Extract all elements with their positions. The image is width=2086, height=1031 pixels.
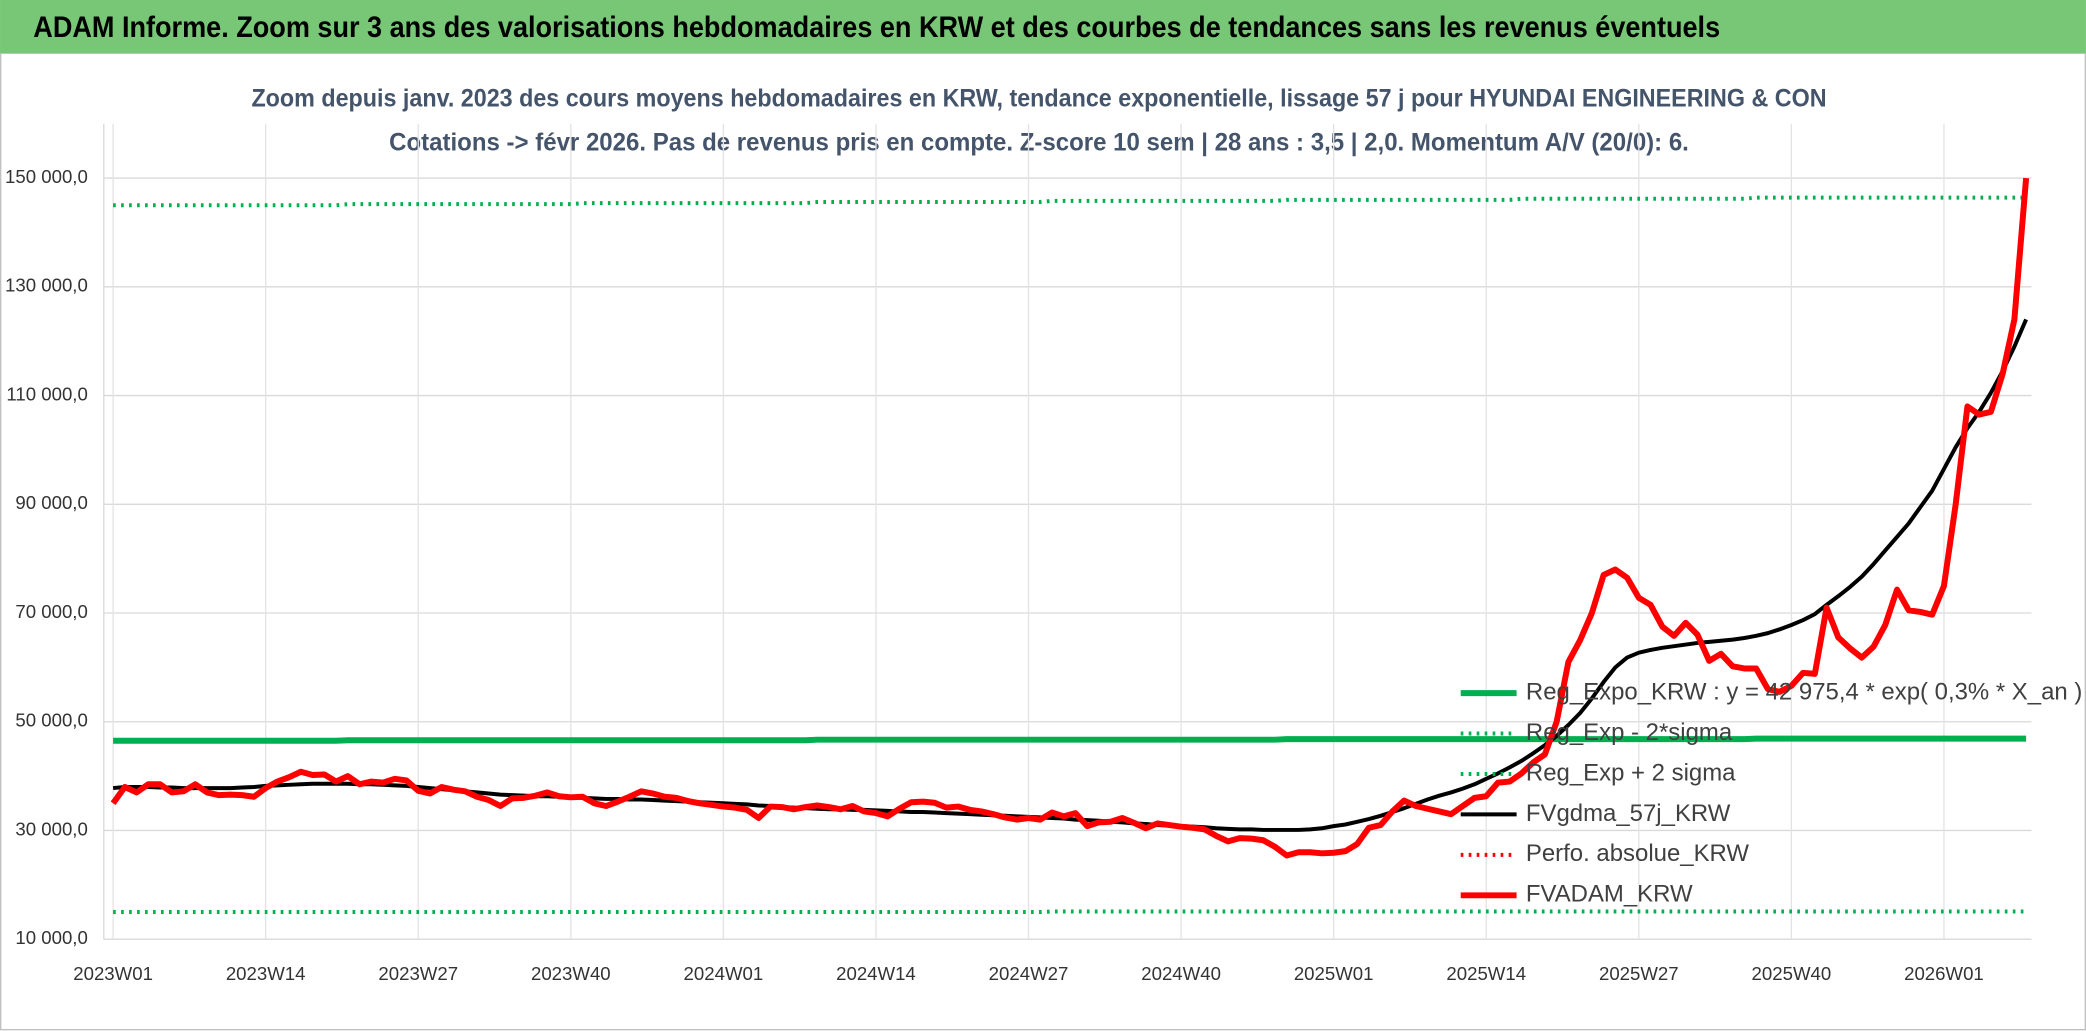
- chart-subtitle: Cotations -> févr 2026. Pas de revenus p…: [389, 128, 1689, 156]
- series-line: [113, 735, 2027, 744]
- y-tick-label: 50 000,0: [15, 710, 87, 731]
- y-tick-label: 70 000,0: [15, 601, 87, 622]
- x-tick-label: 2024W40: [1141, 963, 1221, 984]
- x-tick-label: 2024W14: [836, 963, 916, 984]
- x-tick-label: 2023W40: [531, 963, 611, 984]
- legend-label: Perfo. absolue_KRW: [1526, 840, 1749, 867]
- legend-label: Reg_Expo_KRW : y = 42 975,4 * exp( 0,3% …: [1526, 678, 2082, 705]
- y-tick-label: 130 000,0: [5, 275, 88, 296]
- legend-label: Reg_Exp - 2*sigma: [1526, 719, 1733, 746]
- x-tick-label: 2025W01: [1294, 963, 1374, 984]
- x-tick-label: 2024W27: [989, 963, 1069, 984]
- legend-label: FVgdma_57j_KRW: [1526, 800, 1731, 827]
- series-line: [112, 318, 2028, 832]
- y-tick-label: 10 000,0: [15, 927, 87, 948]
- x-tick-label: 2023W27: [378, 963, 458, 984]
- y-tick-label: 90 000,0: [15, 492, 87, 513]
- series-line: [110, 177, 2030, 859]
- header-band: [0, 0, 2086, 54]
- x-tick-label: 2023W01: [73, 963, 153, 984]
- x-tick-label: 2025W40: [1752, 963, 1832, 984]
- y-tick-label: 150 000,0: [5, 166, 88, 187]
- chart-title: ADAM Informe. Zoom sur 3 ans des valoris…: [33, 12, 1720, 44]
- chart-subtitle: Zoom depuis janv. 2023 des cours moyens …: [251, 84, 1826, 112]
- x-tick-label: 2026W01: [1904, 963, 1984, 984]
- x-tick-label: 2023W14: [226, 963, 306, 984]
- y-tick-label: 110 000,0: [6, 383, 87, 404]
- chart-frame: [0, 52, 2086, 1031]
- legend-label: Reg_Exp + 2 sigma: [1526, 759, 1736, 786]
- legend-label: FVADAM_KRW: [1526, 881, 1693, 908]
- y-tick-label: 30 000,0: [15, 818, 87, 839]
- x-tick-label: 2025W27: [1599, 963, 1679, 984]
- x-tick-label: 2024W01: [684, 963, 764, 984]
- x-tick-label: 2025W14: [1446, 963, 1526, 984]
